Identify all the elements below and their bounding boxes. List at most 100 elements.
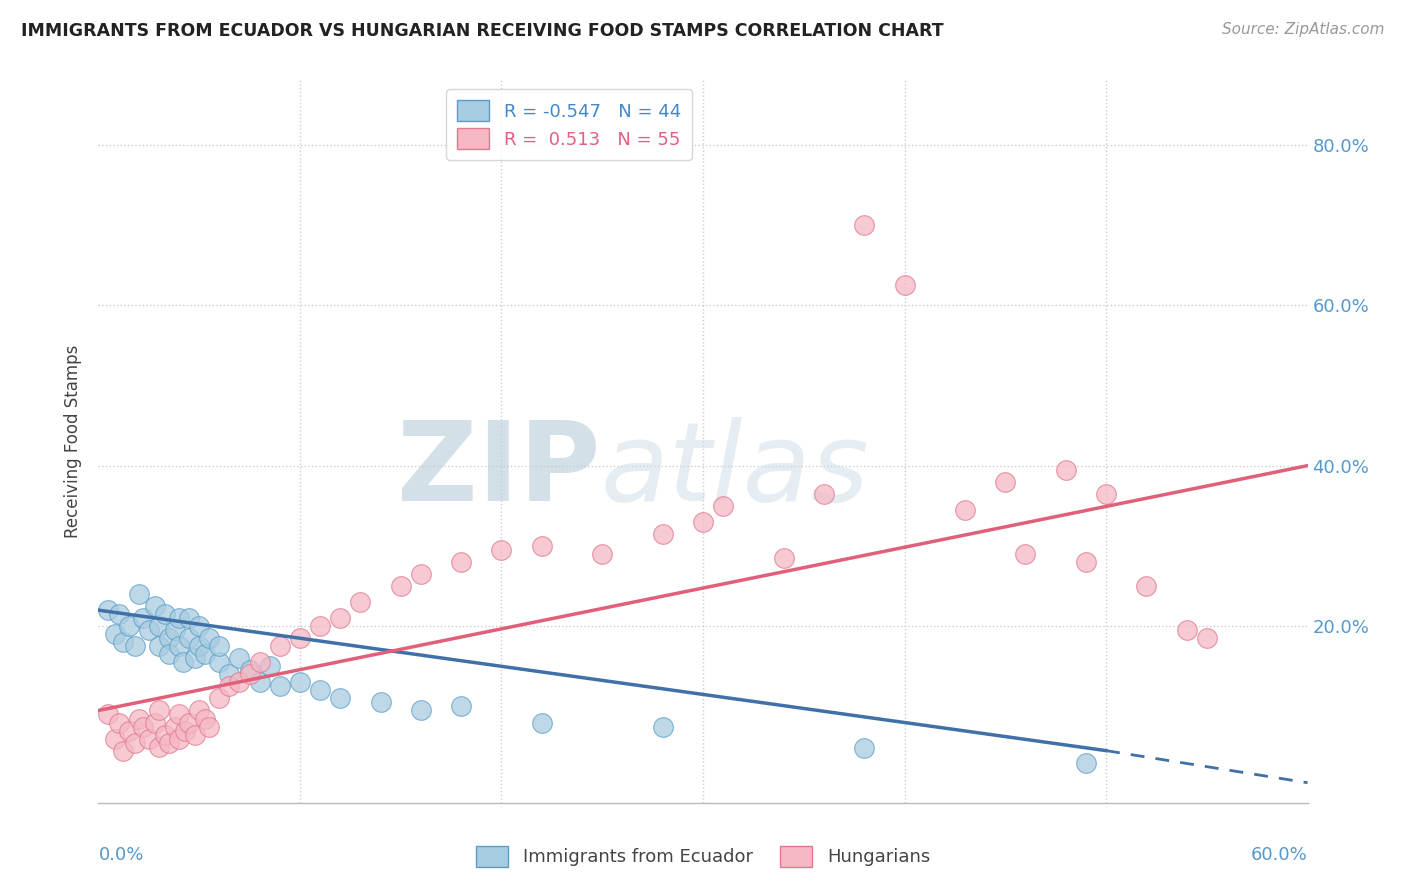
Point: [329, 611, 352, 625]
Point: [132, 719, 155, 733]
Point: [450, 699, 472, 714]
Point: [813, 487, 835, 501]
Point: [128, 712, 150, 726]
Legend: R = -0.547   N = 44, R =  0.513   N = 55: R = -0.547 N = 44, R = 0.513 N = 55: [446, 89, 692, 160]
Point: [128, 587, 150, 601]
Point: [1095, 487, 1118, 501]
Point: [188, 703, 211, 717]
Point: [1175, 623, 1198, 637]
Point: [157, 632, 180, 646]
Point: [138, 731, 160, 746]
Point: [157, 735, 180, 749]
Point: [309, 619, 332, 633]
Point: [167, 707, 190, 722]
Point: [239, 664, 262, 678]
Point: [143, 599, 166, 614]
Point: [450, 555, 472, 569]
Point: [132, 611, 155, 625]
Point: [288, 675, 311, 690]
Point: [179, 611, 201, 625]
Point: [148, 619, 170, 633]
Point: [208, 655, 231, 669]
Point: [148, 703, 170, 717]
Point: [153, 728, 176, 742]
Y-axis label: Receiving Food Stamps: Receiving Food Stamps: [65, 345, 83, 538]
Point: [172, 655, 194, 669]
Point: [198, 719, 221, 733]
Point: [329, 691, 352, 706]
Point: [167, 639, 190, 653]
Text: Source: ZipAtlas.com: Source: ZipAtlas.com: [1222, 22, 1385, 37]
Point: [157, 648, 180, 662]
Point: [651, 719, 673, 733]
Point: [118, 723, 141, 738]
Text: atlas: atlas: [600, 417, 869, 524]
Point: [111, 744, 134, 758]
Point: [1074, 756, 1097, 770]
Point: [138, 623, 160, 637]
Point: [194, 648, 217, 662]
Point: [194, 712, 217, 726]
Point: [143, 715, 166, 730]
Text: 0.0%: 0.0%: [98, 847, 143, 864]
Point: [184, 651, 207, 665]
Point: [228, 651, 250, 665]
Point: [370, 696, 392, 710]
Point: [103, 731, 125, 746]
Point: [269, 680, 291, 694]
Point: [107, 715, 129, 730]
Point: [163, 623, 186, 637]
Point: [530, 715, 553, 730]
Point: [148, 739, 170, 754]
Point: [97, 707, 120, 722]
Point: [103, 627, 125, 641]
Point: [97, 603, 120, 617]
Point: [148, 639, 170, 653]
Point: [1074, 555, 1097, 569]
Point: [208, 639, 231, 653]
Point: [218, 667, 240, 681]
Point: [198, 632, 221, 646]
Point: [124, 639, 146, 653]
Point: [994, 475, 1017, 489]
Point: [188, 619, 211, 633]
Point: [591, 547, 613, 561]
Point: [1195, 632, 1218, 646]
Point: [107, 607, 129, 621]
Text: 60.0%: 60.0%: [1251, 847, 1308, 864]
Point: [118, 619, 141, 633]
Point: [179, 632, 201, 646]
Point: [259, 659, 281, 673]
Point: [269, 639, 291, 653]
Text: ZIP: ZIP: [396, 417, 600, 524]
Point: [288, 632, 311, 646]
Point: [249, 655, 271, 669]
Point: [167, 611, 190, 625]
Point: [530, 539, 553, 553]
Point: [184, 728, 207, 742]
Point: [772, 551, 794, 566]
Point: [853, 741, 876, 756]
Point: [953, 502, 976, 516]
Point: [491, 542, 513, 557]
Point: [309, 683, 332, 698]
Point: [349, 595, 371, 609]
Point: [208, 691, 231, 706]
Text: IMMIGRANTS FROM ECUADOR VS HUNGARIAN RECEIVING FOOD STAMPS CORRELATION CHART: IMMIGRANTS FROM ECUADOR VS HUNGARIAN REC…: [21, 22, 943, 40]
Point: [692, 515, 714, 529]
Point: [124, 735, 146, 749]
Point: [409, 703, 432, 717]
Point: [239, 667, 262, 681]
Point: [249, 675, 271, 690]
Point: [188, 639, 211, 653]
Point: [179, 715, 201, 730]
Point: [1054, 462, 1077, 476]
Point: [218, 680, 240, 694]
Point: [1135, 579, 1157, 593]
Point: [1014, 547, 1036, 561]
Point: [893, 277, 915, 292]
Point: [111, 635, 134, 649]
Legend: Immigrants from Ecuador, Hungarians: Immigrants from Ecuador, Hungarians: [468, 838, 938, 874]
Point: [389, 579, 412, 593]
Point: [711, 499, 734, 513]
